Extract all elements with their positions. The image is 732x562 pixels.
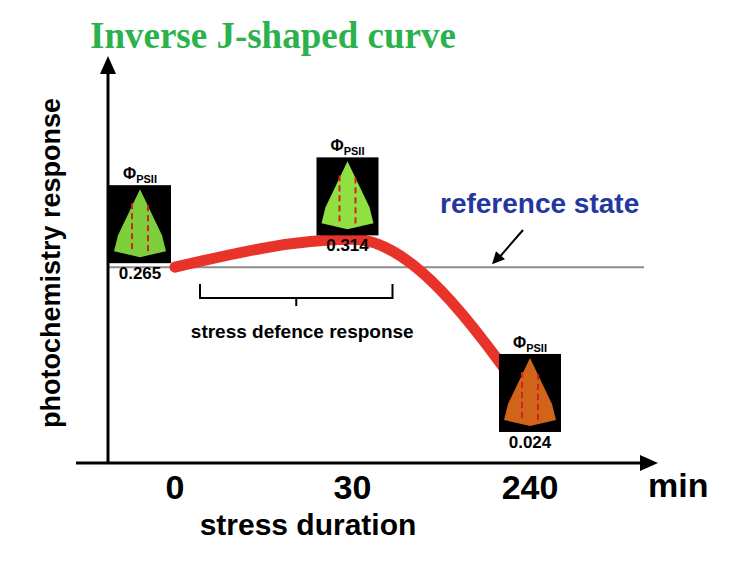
svg-text:stress defence response: stress defence response xyxy=(191,321,414,342)
svg-text:0: 0 xyxy=(166,468,185,506)
svg-text:ΦPSII: ΦPSII xyxy=(331,137,365,157)
svg-text:reference state: reference state xyxy=(440,188,639,219)
svg-text:30: 30 xyxy=(334,468,372,506)
svg-text:240: 240 xyxy=(502,468,559,506)
svg-text:min: min xyxy=(648,466,708,504)
svg-text:0.265: 0.265 xyxy=(119,264,162,283)
svg-text:ΦPSII: ΦPSII xyxy=(513,334,547,354)
svg-text:0.024: 0.024 xyxy=(509,433,552,452)
svg-text:stress duration: stress duration xyxy=(200,508,417,541)
svg-text:photochemistry response: photochemistry response xyxy=(36,98,66,428)
svg-text:ΦPSII: ΦPSII xyxy=(123,165,157,185)
svg-text:0.314: 0.314 xyxy=(326,236,369,255)
svg-text:Inverse J-shaped curve: Inverse J-shaped curve xyxy=(90,15,456,56)
